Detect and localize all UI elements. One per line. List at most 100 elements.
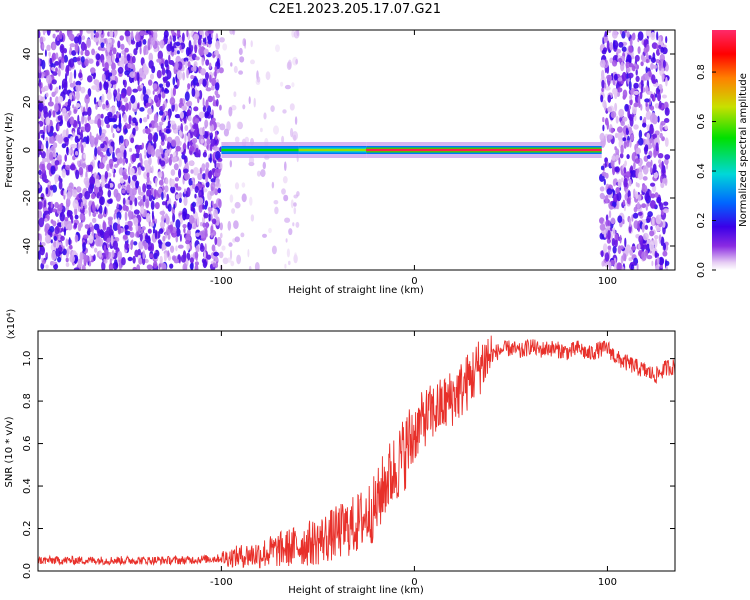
noise-blob — [656, 31, 659, 41]
noise-blob — [75, 80, 82, 86]
noise-blob — [102, 156, 106, 164]
noise-blob — [186, 100, 193, 108]
noise-blob — [147, 235, 151, 244]
noise-blob — [241, 182, 246, 188]
noise-blob — [250, 214, 255, 222]
noise-blob — [77, 223, 82, 232]
noise-blob — [115, 192, 121, 202]
noise-blob — [162, 103, 165, 111]
noise-blob — [101, 73, 106, 82]
noise-blob — [606, 161, 609, 168]
noise-blob — [38, 217, 45, 228]
noise-blob — [186, 68, 189, 79]
noise-blob — [172, 87, 176, 97]
noise-blob — [650, 93, 654, 99]
noise-blob — [153, 189, 157, 198]
noise-blob — [68, 110, 72, 116]
noise-blob — [211, 117, 216, 123]
noise-blob — [168, 156, 172, 166]
noise-blob — [106, 163, 110, 172]
noise-blob — [100, 132, 106, 138]
y-tick-label: 0.2 — [22, 521, 33, 537]
noise-blob — [85, 180, 90, 189]
noise-blob — [140, 84, 144, 89]
noise-blob — [625, 61, 631, 68]
noise-blob — [129, 231, 135, 238]
noise-blob — [288, 260, 291, 266]
noise-blob — [284, 161, 287, 171]
noise-blob — [108, 217, 113, 227]
noise-blob — [154, 229, 158, 240]
noise-blob — [263, 112, 267, 120]
noise-blob — [236, 254, 242, 265]
noise-blob — [183, 57, 189, 63]
noise-blob — [600, 94, 604, 103]
noise-blob — [152, 30, 159, 33]
noise-blob — [73, 69, 77, 79]
noise-blob — [644, 192, 650, 202]
noise-blob — [630, 246, 637, 251]
noise-blob — [201, 57, 205, 66]
noise-blob — [624, 237, 627, 248]
noise-blob — [174, 61, 179, 70]
noise-blob — [119, 262, 122, 270]
spectrogram-x-label: Height of straight line (km) — [288, 285, 424, 296]
noise-blob — [130, 30, 134, 41]
noise-blob — [207, 30, 214, 34]
noise-blob — [112, 133, 115, 138]
noise-blob — [142, 39, 147, 45]
noise-blob — [103, 81, 109, 91]
noise-blob — [153, 30, 158, 40]
noise-blob — [659, 202, 664, 211]
noise-blob — [63, 81, 68, 91]
noise-blob — [638, 243, 641, 250]
noise-blob — [124, 230, 131, 236]
noise-blob — [230, 104, 237, 111]
noise-blob — [167, 250, 170, 257]
noise-blob — [113, 173, 116, 178]
noise-blob — [60, 189, 64, 196]
noise-blob — [650, 31, 656, 41]
noise-blob — [602, 124, 605, 132]
noise-blob — [140, 157, 143, 166]
noise-blob — [657, 153, 664, 159]
noise-blob — [49, 57, 53, 65]
noise-blob — [149, 222, 154, 227]
noise-blob — [649, 241, 655, 252]
noise-blob — [58, 85, 61, 90]
noise-blob — [655, 93, 658, 98]
noise-blob — [170, 178, 175, 188]
noise-blob — [47, 101, 54, 107]
noise-blob — [205, 72, 209, 80]
noise-blob — [660, 120, 666, 126]
noise-blob — [194, 251, 199, 259]
noise-blob — [199, 30, 204, 36]
noise-blob — [65, 164, 71, 171]
noise-blob — [167, 119, 171, 129]
noise-blob — [214, 69, 217, 80]
noise-blob — [147, 228, 152, 234]
noise-blob — [150, 37, 156, 46]
noise-blob — [650, 57, 656, 63]
noise-blob — [100, 143, 105, 149]
noise-blob — [124, 70, 130, 76]
noise-blob — [146, 30, 149, 34]
noise-blob — [38, 184, 41, 189]
noise-blob — [185, 240, 190, 245]
noise-blob — [166, 69, 172, 80]
noise-blob — [127, 63, 132, 68]
noise-blob — [174, 103, 179, 112]
noise-blob — [601, 49, 607, 55]
noise-blob — [70, 136, 73, 141]
noise-blob — [184, 172, 191, 181]
noise-blob — [69, 71, 73, 80]
noise-blob — [125, 157, 128, 164]
noise-blob — [622, 137, 627, 142]
noise-blob — [110, 80, 117, 85]
noise-blob — [624, 103, 629, 112]
noise-blob — [116, 211, 122, 221]
noise-blob — [270, 105, 275, 112]
noise-blob — [145, 164, 150, 170]
noise-blob — [139, 46, 142, 55]
noise-blob — [63, 137, 69, 143]
